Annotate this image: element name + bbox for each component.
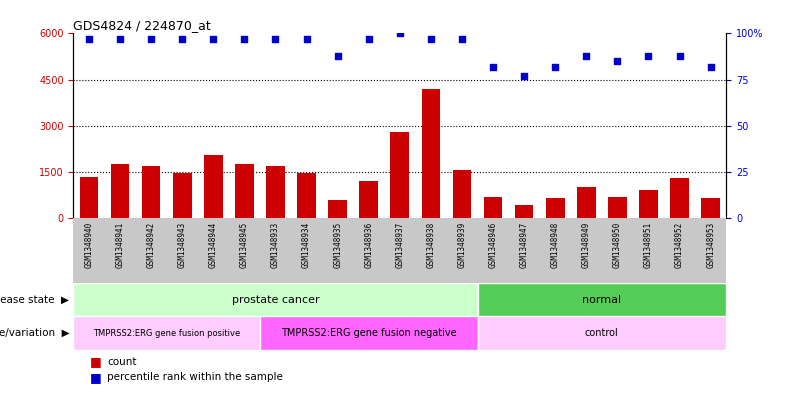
Point [331, 52, 344, 59]
Point [300, 36, 313, 42]
Text: TMPRSS2:ERG gene fusion negative: TMPRSS2:ERG gene fusion negative [281, 328, 456, 338]
Point [176, 36, 188, 42]
Bar [80, 176, 98, 218]
Bar [235, 164, 254, 218]
Bar [639, 190, 658, 218]
Point [456, 36, 468, 42]
Point [487, 64, 500, 70]
Text: GSM1348938: GSM1348938 [426, 221, 436, 268]
Text: ■: ■ [89, 371, 101, 384]
Bar [73, 316, 260, 350]
Text: GSM1348941: GSM1348941 [116, 221, 124, 268]
Bar [73, 283, 477, 316]
Text: GSM1348940: GSM1348940 [85, 221, 93, 268]
Text: normal: normal [583, 295, 622, 305]
Bar [515, 205, 533, 218]
Text: disease state  ▶: disease state ▶ [0, 295, 69, 305]
Text: GSM1348937: GSM1348937 [395, 221, 405, 268]
Text: GSM1348943: GSM1348943 [178, 221, 187, 268]
Text: control: control [585, 328, 618, 338]
Text: GSM1348945: GSM1348945 [240, 221, 249, 268]
Bar [484, 197, 503, 218]
Point [207, 36, 219, 42]
Bar [260, 316, 477, 350]
Point [642, 52, 655, 59]
Text: percentile rank within the sample: percentile rank within the sample [107, 372, 282, 382]
Bar [477, 283, 726, 316]
Text: TMPRSS2:ERG gene fusion positive: TMPRSS2:ERG gene fusion positive [93, 329, 240, 338]
Bar [359, 181, 378, 218]
Bar [111, 164, 129, 218]
Bar [204, 155, 223, 218]
Text: GSM1348939: GSM1348939 [457, 221, 467, 268]
Text: genotype/variation  ▶: genotype/variation ▶ [0, 328, 69, 338]
Bar [173, 173, 192, 218]
Text: GSM1348933: GSM1348933 [271, 221, 280, 268]
Text: GSM1348935: GSM1348935 [333, 221, 342, 268]
Text: count: count [107, 356, 136, 367]
Point [674, 52, 686, 59]
Bar [452, 171, 472, 218]
Text: GSM1348934: GSM1348934 [302, 221, 311, 268]
Text: GSM1348950: GSM1348950 [613, 221, 622, 268]
Point [611, 58, 624, 64]
Point [425, 36, 437, 42]
Point [393, 30, 406, 37]
Point [238, 36, 251, 42]
Bar [390, 132, 409, 218]
Text: GSM1348946: GSM1348946 [488, 221, 497, 268]
Text: GSM1348947: GSM1348947 [519, 221, 528, 268]
Point [362, 36, 375, 42]
Bar [608, 196, 626, 218]
Bar [267, 166, 285, 218]
Text: GSM1348944: GSM1348944 [209, 221, 218, 268]
Bar [421, 89, 440, 218]
Text: GSM1348942: GSM1348942 [147, 221, 156, 268]
Point [549, 64, 562, 70]
Point [518, 73, 531, 79]
Point [82, 36, 95, 42]
Bar [328, 200, 347, 218]
Point [144, 36, 157, 42]
Text: GSM1348952: GSM1348952 [675, 221, 684, 268]
Point [580, 52, 593, 59]
Bar [577, 187, 595, 218]
Text: GSM1348953: GSM1348953 [706, 221, 715, 268]
Text: GSM1348948: GSM1348948 [551, 221, 559, 268]
Bar [701, 198, 720, 218]
Text: GSM1348949: GSM1348949 [582, 221, 591, 268]
Point [269, 36, 282, 42]
Text: GDS4824 / 224870_at: GDS4824 / 224870_at [73, 19, 211, 32]
Text: prostate cancer: prostate cancer [231, 295, 319, 305]
Text: GSM1348936: GSM1348936 [364, 221, 373, 268]
Text: GSM1348951: GSM1348951 [644, 221, 653, 268]
Point [705, 64, 717, 70]
Text: ■: ■ [89, 355, 101, 368]
Bar [670, 178, 689, 218]
Bar [477, 316, 726, 350]
Bar [297, 173, 316, 218]
Bar [142, 166, 160, 218]
Bar [546, 198, 564, 218]
Point [113, 36, 126, 42]
